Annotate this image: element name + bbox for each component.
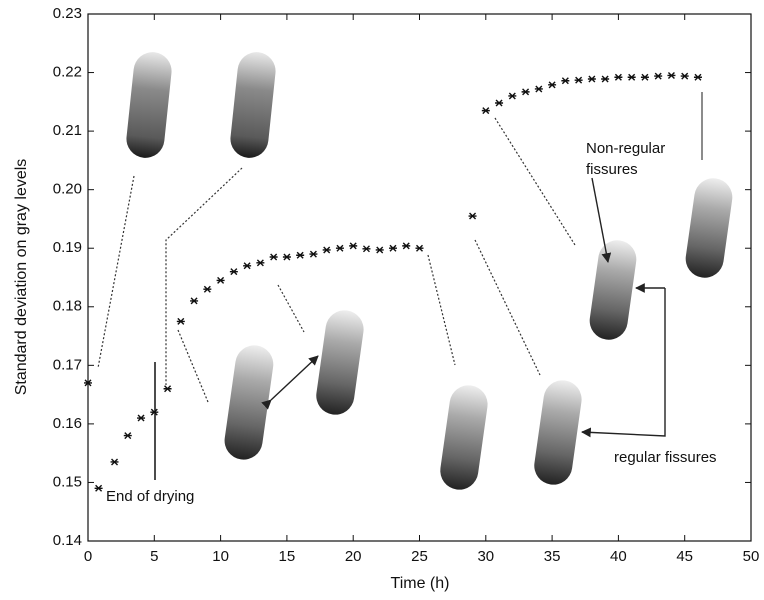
data-point bbox=[574, 76, 583, 84]
data-point bbox=[94, 484, 103, 492]
x-tick-label: 20 bbox=[345, 548, 362, 565]
data-point bbox=[548, 81, 557, 89]
y-axis-label: Standard deviation on gray levels bbox=[13, 159, 30, 396]
annotation: fissures bbox=[586, 161, 638, 178]
x-tick-label: 15 bbox=[279, 548, 296, 565]
data-point bbox=[693, 73, 702, 81]
data-point bbox=[601, 75, 610, 83]
data-point bbox=[481, 107, 490, 115]
data-point bbox=[123, 432, 132, 440]
data-point bbox=[163, 385, 172, 393]
data-point bbox=[415, 244, 424, 252]
data-point bbox=[256, 259, 265, 267]
annotation: Non-regular bbox=[586, 140, 665, 157]
y-tick-label: 0.18 bbox=[53, 298, 82, 315]
data-point bbox=[322, 246, 331, 254]
data-point bbox=[521, 88, 530, 96]
annotation: End of drying bbox=[106, 488, 194, 505]
x-tick-label: 45 bbox=[676, 548, 693, 565]
data-point bbox=[243, 262, 252, 270]
data-point bbox=[667, 71, 676, 79]
data-point bbox=[335, 244, 344, 252]
data-point bbox=[176, 317, 185, 325]
y-tick-label: 0.20 bbox=[53, 181, 82, 198]
y-tick-label: 0.19 bbox=[53, 239, 82, 256]
data-point bbox=[150, 408, 159, 416]
y-tick-label: 0.14 bbox=[53, 532, 82, 549]
annotation: regular fissures bbox=[614, 449, 717, 466]
y-tick-label: 0.17 bbox=[53, 356, 82, 373]
data-point bbox=[508, 92, 517, 100]
data-point bbox=[84, 379, 92, 387]
y-tick-label: 0.16 bbox=[53, 415, 82, 432]
y-tick-label: 0.21 bbox=[53, 122, 82, 139]
x-tick-label: 5 bbox=[150, 548, 158, 565]
data-point bbox=[349, 242, 358, 250]
data-point bbox=[680, 72, 689, 80]
data-point bbox=[375, 246, 384, 254]
data-point bbox=[110, 458, 119, 466]
data-point bbox=[561, 77, 570, 85]
data-point bbox=[468, 212, 477, 220]
data-point bbox=[654, 72, 663, 80]
data-point bbox=[495, 99, 504, 107]
y-tick-label: 0.22 bbox=[53, 64, 82, 81]
x-tick-label: 35 bbox=[544, 548, 561, 565]
y-tick-label: 0.23 bbox=[53, 5, 82, 22]
data-point bbox=[296, 251, 305, 259]
x-tick-label: 25 bbox=[411, 548, 428, 565]
data-point bbox=[614, 73, 623, 81]
data-point bbox=[137, 414, 146, 422]
data-point bbox=[190, 297, 199, 305]
data-point bbox=[309, 250, 318, 258]
data-point bbox=[534, 85, 543, 93]
data-point bbox=[388, 244, 397, 252]
data-point bbox=[362, 245, 371, 253]
leader-lines bbox=[97, 92, 703, 480]
data-point bbox=[229, 268, 238, 276]
data-point bbox=[627, 73, 636, 81]
data-point bbox=[203, 285, 212, 293]
x-tick-label: 30 bbox=[477, 548, 494, 565]
x-axis-label: Time (h) bbox=[391, 575, 450, 592]
data-point bbox=[216, 276, 225, 284]
data-point bbox=[587, 75, 596, 83]
data-point bbox=[640, 73, 649, 81]
x-tick-label: 0 bbox=[84, 548, 92, 565]
data-point bbox=[282, 253, 291, 261]
x-tick-label: 40 bbox=[610, 548, 627, 565]
x-tick-label: 50 bbox=[743, 548, 760, 565]
data-point bbox=[402, 242, 411, 250]
x-tick-label: 10 bbox=[212, 548, 229, 565]
data-point bbox=[269, 253, 278, 261]
grain-images bbox=[126, 52, 733, 490]
y-tick-label: 0.15 bbox=[53, 473, 82, 490]
